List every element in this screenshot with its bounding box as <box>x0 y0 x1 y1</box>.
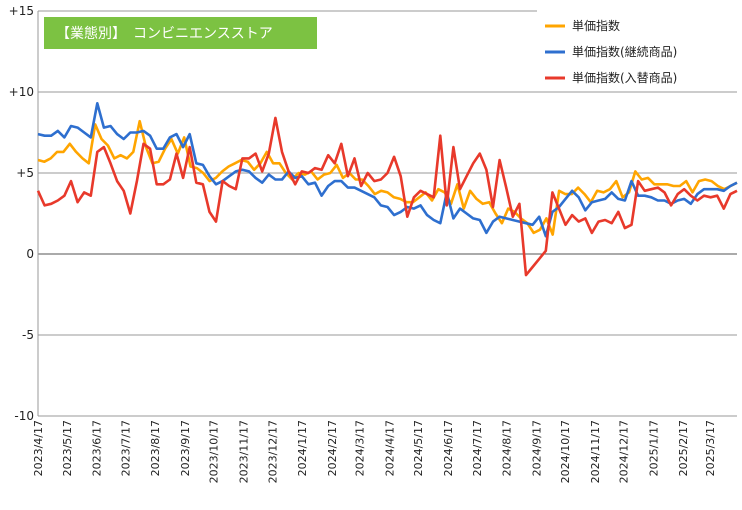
legend-label-unit-index: 単価指数 <box>572 18 620 33</box>
x-tick-label: 2023/6/17 <box>91 420 104 476</box>
title-background <box>44 17 317 49</box>
title-box: 【業態別】 コンビニエンスストア <box>44 17 317 49</box>
x-tick-label: 2025/1/17 <box>647 420 660 476</box>
x-tick-label: 2024/11/17 <box>589 420 602 483</box>
y-tick-label: +10 <box>9 85 34 99</box>
x-tick-label: 2023/10/17 <box>208 420 221 483</box>
y-tick-label: -10 <box>14 409 34 423</box>
x-tick-label: 2023/11/17 <box>237 420 250 483</box>
x-tick-label: 2023/4/17 <box>32 420 45 476</box>
legend: 単価指数 単価指数(継続商品) 単価指数(入替商品) <box>537 8 742 90</box>
x-tick-label: 2024/12/17 <box>618 420 631 483</box>
series-line-unit-index <box>37 119 738 236</box>
x-tick-label: 2023/5/17 <box>61 420 74 476</box>
legend-label-replaced-items: 単価指数(入替商品) <box>572 70 677 85</box>
series-line-replaced-items <box>36 116 738 277</box>
x-tick-label: 2023/12/17 <box>266 420 279 483</box>
x-tick-label: 2023/9/17 <box>179 420 192 476</box>
x-tick-label: 2024/4/17 <box>383 420 396 476</box>
x-tick-label: 2024/10/17 <box>559 420 572 483</box>
series-lines <box>36 102 738 277</box>
x-tick-label: 2024/3/17 <box>354 420 367 476</box>
x-tick-label: 2025/2/17 <box>677 420 690 476</box>
x-tick-label: 2023/8/17 <box>149 420 162 476</box>
y-tick-label: +5 <box>16 166 34 180</box>
x-tick-label: 2024/9/17 <box>530 420 543 476</box>
x-tick-label: 2024/5/17 <box>412 420 425 476</box>
x-tick-label: 2023/7/17 <box>119 420 132 476</box>
x-tick-label: 2024/8/17 <box>501 420 514 476</box>
y-tick-label: +15 <box>9 4 34 18</box>
y-tick-label: 0 <box>26 247 34 261</box>
chart-title: 【業態別】 コンビニエンスストア <box>56 26 273 42</box>
legend-label-continuing-items: 単価指数(継続商品) <box>572 44 677 59</box>
x-tick-label: 2024/6/17 <box>442 420 455 476</box>
x-tick-label: 2024/7/17 <box>471 420 484 476</box>
y-axis-ticks: +15 +10 +5 0 -5 -10 <box>9 4 34 423</box>
x-tick-label: 2024/1/17 <box>296 420 309 476</box>
series-line-continuing-items <box>37 102 738 238</box>
legend-background <box>537 8 742 90</box>
x-tick-label: 2025/3/17 <box>704 420 717 476</box>
x-axis-ticks: 2023/4/17 2023/5/17 2023/6/17 2023/7/17 2023… <box>32 420 717 483</box>
y-tick-label: -5 <box>22 328 34 342</box>
x-tick-label: 2024/2/17 <box>326 420 339 476</box>
